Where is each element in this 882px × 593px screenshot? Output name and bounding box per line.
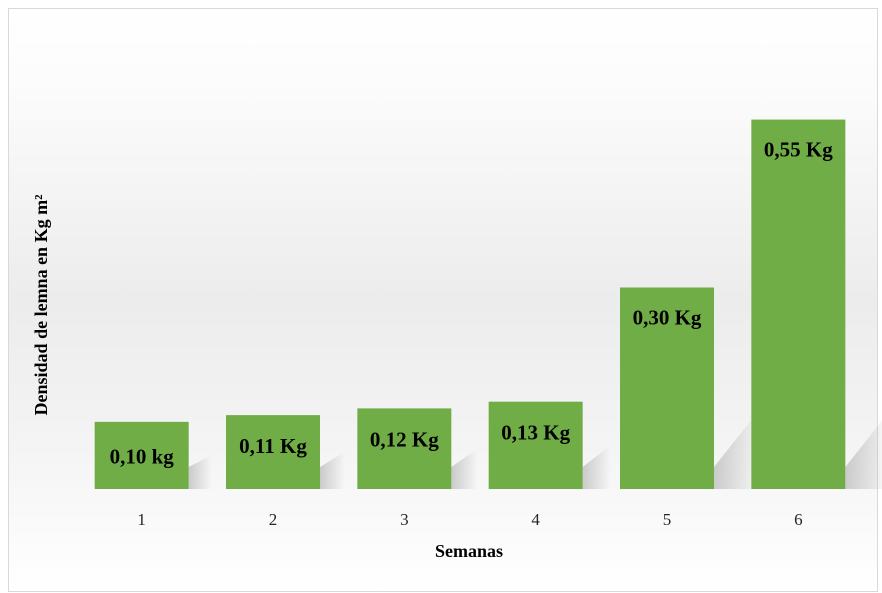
bar bbox=[357, 408, 452, 489]
x-tick-label: 3 bbox=[400, 510, 409, 529]
bar bbox=[751, 119, 846, 489]
bar bbox=[488, 401, 583, 489]
x-tick-label: 5 bbox=[663, 510, 672, 529]
chart-area bbox=[8, 8, 878, 592]
data-labels: 0,10 kg 0,11 Kg 0,12 Kg 0,13 Kg 0,30 Kg 0,55 … bbox=[110, 138, 834, 469]
x-axis-title: Semanas bbox=[435, 541, 503, 561]
x-tick-label: 4 bbox=[531, 510, 540, 529]
bar bbox=[94, 421, 189, 489]
data-label: 0,30 Kg bbox=[633, 306, 702, 330]
x-tick-label: 6 bbox=[794, 510, 803, 529]
bar-shadow bbox=[582, 445, 611, 489]
bar-shadow bbox=[451, 448, 478, 489]
bar-shadow bbox=[188, 455, 212, 489]
bar-shadow bbox=[320, 452, 345, 489]
data-label: 0,13 Kg bbox=[501, 421, 570, 445]
bar-shadow bbox=[845, 420, 882, 489]
data-label: 0,55 Kg bbox=[764, 138, 833, 162]
bar bbox=[620, 287, 714, 489]
y-axis-title: Densidad de lemna en Kg m² bbox=[31, 195, 51, 416]
bar-shadow bbox=[714, 409, 760, 489]
x-tick-label: 2 bbox=[269, 510, 278, 529]
bars bbox=[94, 119, 846, 489]
data-label: 0,10 kg bbox=[110, 444, 175, 468]
x-axis-ticks: 1 2 3 4 5 6 bbox=[137, 510, 802, 529]
data-label: 0,12 Kg bbox=[370, 427, 439, 451]
bar bbox=[226, 415, 320, 489]
x-tick-label: 1 bbox=[137, 510, 146, 529]
bar-shadows bbox=[188, 409, 882, 489]
data-label: 0,11 Kg bbox=[239, 434, 307, 458]
